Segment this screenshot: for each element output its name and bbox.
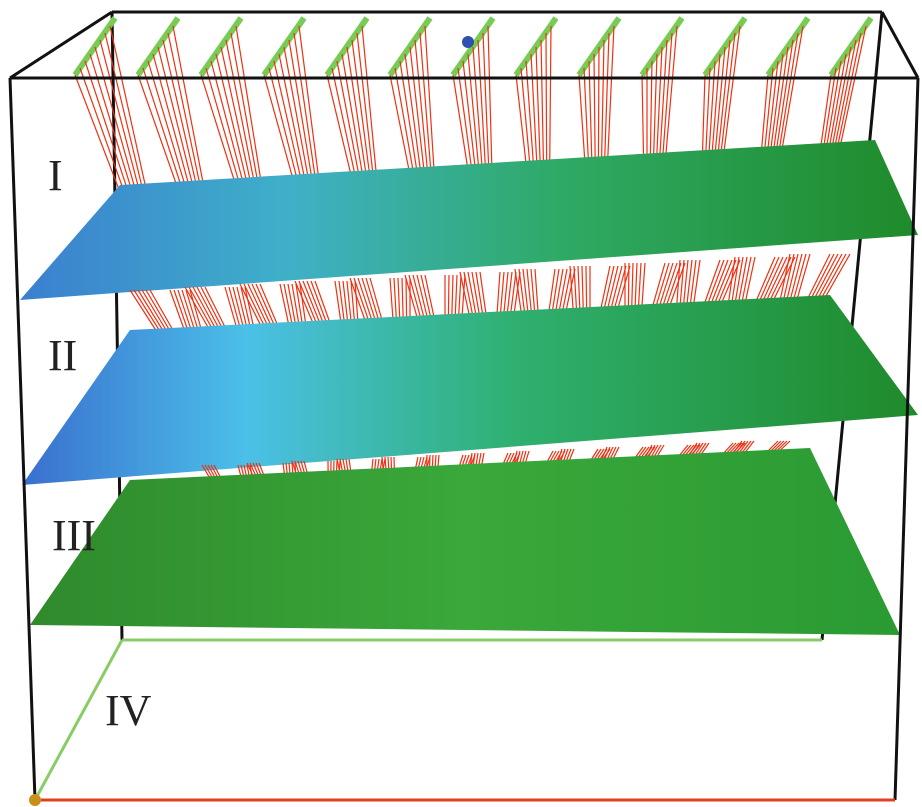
- emitter: [75, 18, 115, 75]
- emitter: [264, 18, 304, 75]
- emitter: [453, 18, 493, 75]
- emitter: [705, 18, 745, 75]
- layer-label: III: [52, 511, 96, 560]
- layer-label: I: [48, 151, 63, 200]
- layer-label: II: [48, 331, 77, 380]
- edge: [895, 78, 918, 800]
- layer-label: IV: [105, 686, 152, 735]
- emitter: [390, 18, 430, 75]
- emitter: [201, 18, 241, 75]
- emitter: [642, 18, 682, 75]
- source-point: [462, 36, 474, 48]
- emitter: [516, 18, 556, 75]
- emitter: [138, 18, 178, 75]
- emitter: [768, 18, 808, 75]
- scene: I II III IV: [0, 0, 922, 807]
- origin-point: [29, 794, 41, 806]
- edge: [10, 78, 35, 800]
- edge: [882, 12, 918, 78]
- plane-iii: [30, 448, 900, 635]
